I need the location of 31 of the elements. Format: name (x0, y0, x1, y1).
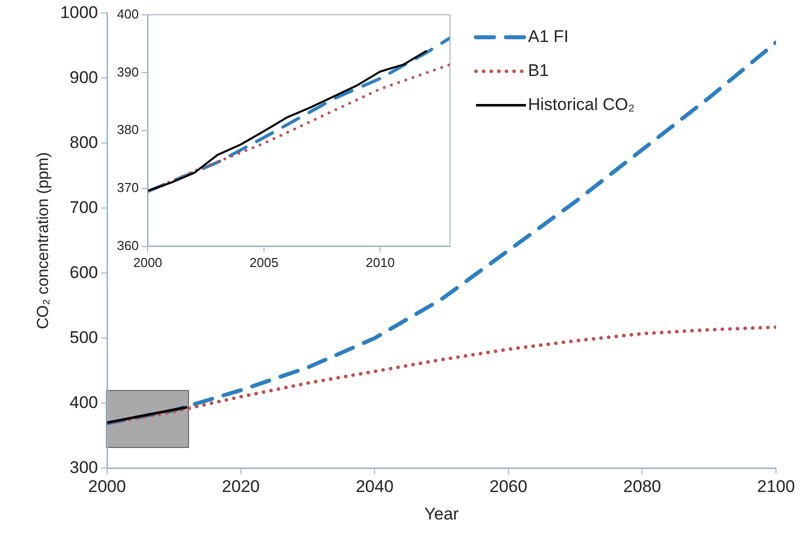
x-tick-label: 2020 (222, 477, 260, 496)
y-tick-label: 800 (70, 132, 98, 152)
x-tick-label: 2060 (489, 477, 528, 496)
x-tick-label: 2005 (250, 254, 278, 270)
legend-label: B1 (528, 60, 549, 80)
x-tick-label: 2000 (133, 254, 162, 270)
line-series (107, 325, 776, 426)
y-tick-label: 900 (70, 68, 98, 87)
y-tick-label: 600 (70, 262, 98, 282)
line-series (148, 36, 450, 193)
y-tick-label: 400 (70, 392, 98, 412)
line-series (107, 40, 776, 426)
y-axis-title: CO₂ concentration (ppm) (35, 152, 52, 330)
x-tick-label: 2010 (366, 254, 395, 270)
y-tick-label: 390 (116, 64, 139, 80)
y-tick-label: 360 (116, 238, 139, 253)
y-tick-label: 500 (70, 328, 98, 347)
x-axis-title: Year (424, 504, 460, 524)
legend-label: Historical CO₂ (528, 94, 635, 114)
x-tick-label: 2040 (356, 477, 394, 496)
x-tick-label: 2000 (88, 477, 126, 496)
y-tick-label: 300 (70, 458, 98, 477)
y-tick-label: 370 (116, 180, 139, 196)
y-tick-label: 1000 (60, 2, 98, 22)
y-tick-label: 700 (70, 198, 98, 217)
x-tick-label: 2080 (623, 477, 662, 496)
y-tick-label: 380 (116, 122, 139, 138)
line-series (148, 63, 450, 193)
x-tick-label: 2100 (757, 477, 795, 496)
legend-label: A1 FI (528, 26, 569, 46)
y-tick-label: 400 (116, 6, 139, 22)
